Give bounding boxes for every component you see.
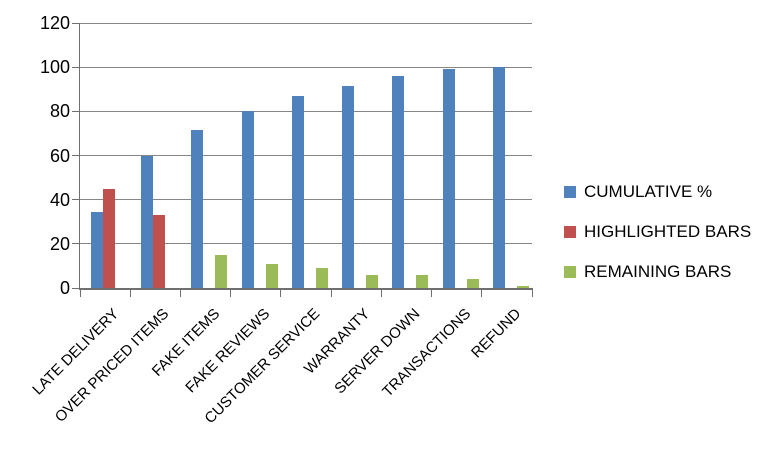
bar-cumulative — [492, 67, 505, 288]
bar-remaining — [315, 268, 328, 288]
y-axis-label: 40 — [49, 189, 70, 210]
x-axis-tick — [481, 290, 483, 297]
gridline — [80, 110, 532, 112]
bar-cumulative — [191, 130, 204, 288]
bar-remaining — [516, 285, 529, 288]
x-axis-tick — [330, 290, 332, 297]
legend-label: REMAINING BARS — [584, 262, 732, 281]
legend-item: CUMULATIVE % — [564, 183, 751, 200]
bar-cumulative — [392, 75, 405, 288]
bar-cumulative — [241, 111, 254, 288]
x-axis-tick — [380, 290, 382, 297]
bar-cumulative — [91, 211, 103, 288]
legend-swatch — [564, 225, 576, 238]
y-axis-tick — [72, 110, 80, 112]
y-axis-tick — [72, 199, 80, 201]
gridline — [80, 22, 532, 24]
x-axis-label: TRANSACTIONS — [378, 305, 474, 401]
y-axis-label: 60 — [49, 145, 70, 166]
bar-remaining — [366, 274, 379, 288]
bar-remaining — [265, 263, 278, 288]
bar-remaining — [215, 254, 228, 288]
bar-remaining — [416, 274, 429, 288]
y-axis-label: 120 — [39, 13, 70, 33]
bar-remaining — [466, 279, 479, 288]
y-axis-tick — [72, 22, 80, 24]
y-axis-tick — [72, 155, 80, 156]
legend-item: REMAINING BARS — [564, 263, 751, 280]
y-axis-line — [79, 23, 80, 290]
bar-cumulative — [141, 155, 154, 288]
x-axis-tick — [179, 290, 181, 297]
x-axis-label: LATE DELIVERY — [29, 305, 123, 399]
bar-cumulative — [342, 85, 355, 288]
x-axis-tick — [280, 290, 282, 297]
gridline — [80, 243, 532, 245]
gridline — [80, 199, 532, 201]
y-axis-label: 20 — [49, 233, 70, 254]
y-axis-tick — [72, 287, 80, 289]
gridline — [80, 66, 532, 68]
legend-label: CUMULATIVE % — [584, 182, 713, 201]
y-axis-tick — [72, 243, 80, 245]
legend-item: HIGHLIGHTED BARS — [564, 223, 751, 240]
legend-label: HIGHLIGHTED BARS — [584, 222, 752, 241]
x-axis-line — [79, 288, 533, 290]
bar-cumulative — [442, 68, 455, 288]
y-axis-label: 100 — [39, 57, 70, 78]
bar-cumulative — [291, 96, 304, 288]
x-axis-tick — [230, 290, 232, 297]
bar-highlighted — [153, 215, 166, 288]
x-axis-tick — [431, 290, 433, 297]
x-axis-tick — [79, 290, 81, 297]
y-axis-label: 80 — [49, 101, 70, 122]
legend: CUMULATIVE % HIGHLIGHTED BARS REMAINING BA… — [564, 183, 751, 303]
legend-swatch — [564, 265, 576, 278]
x-axis-tick — [531, 290, 533, 297]
x-axis-label: REFUND — [467, 305, 525, 362]
x-axis-tick — [129, 290, 131, 297]
legend-swatch — [564, 185, 576, 198]
gridline — [80, 155, 532, 156]
y-axis-label: 0 — [59, 278, 70, 298]
y-axis-tick — [72, 66, 80, 68]
bar-highlighted — [103, 188, 115, 288]
